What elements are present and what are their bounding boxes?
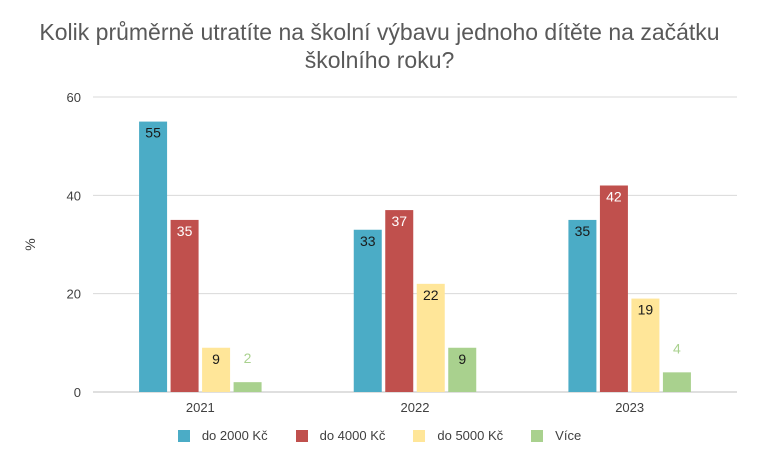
legend-label: do 4000 Kč	[319, 428, 386, 443]
legend-item-do-4000: do 4000 Kč	[295, 428, 386, 443]
legend-swatch	[413, 429, 426, 442]
data-label: 19	[638, 302, 654, 318]
bar	[416, 283, 445, 392]
bar	[233, 382, 262, 392]
data-label: 4	[673, 340, 681, 356]
legend-item-do-2000: do 2000 Kč	[177, 428, 268, 443]
data-label: 35	[575, 223, 591, 239]
legend-item-do-5000: do 5000 Kč	[413, 428, 503, 443]
y-tick-label: 60	[67, 90, 81, 105]
bar	[139, 121, 168, 392]
legend: do 2000 Kč do 4000 Kč do 5000 Kč Více	[0, 428, 759, 443]
data-label: 42	[606, 189, 622, 205]
y-tick-label: 20	[67, 287, 81, 302]
legend-label: do 2000 Kč	[201, 428, 268, 443]
bar	[385, 210, 414, 392]
y-axis-label: %	[22, 238, 38, 250]
x-tick-label: 2023	[615, 400, 644, 415]
legend-item-vice: Více	[531, 428, 581, 443]
chart-title: Kolik průměrně utratíte na školní výbavu…	[0, 18, 759, 74]
chart-title-line-2: školního roku?	[304, 47, 455, 73]
data-label: 2	[244, 350, 252, 366]
legend-swatch	[295, 429, 308, 442]
bar	[631, 298, 660, 392]
data-label: 55	[145, 125, 161, 141]
bar	[353, 229, 382, 392]
bar	[599, 185, 628, 392]
y-tick-label: 40	[67, 188, 81, 203]
bar	[662, 372, 691, 392]
x-tick-label: 2022	[401, 400, 430, 415]
bar	[448, 347, 477, 392]
data-label: 35	[177, 223, 193, 239]
legend-swatch	[177, 429, 190, 442]
bar	[202, 347, 231, 392]
bar	[170, 219, 199, 392]
data-label: 37	[391, 213, 407, 229]
data-label: 9	[212, 351, 220, 367]
x-tick-label: 2021	[186, 400, 215, 415]
legend-label: do 5000 Kč	[437, 428, 504, 443]
legend-label: Více	[555, 428, 582, 443]
data-label: 33	[360, 233, 376, 249]
chart-title-line-1: Kolik průměrně utratíte na školní výbavu…	[39, 19, 720, 45]
data-label: 9	[458, 351, 466, 367]
data-label: 22	[423, 287, 439, 303]
legend-swatch	[531, 429, 544, 442]
bar	[568, 219, 597, 392]
y-tick-label: 0	[74, 385, 81, 400]
